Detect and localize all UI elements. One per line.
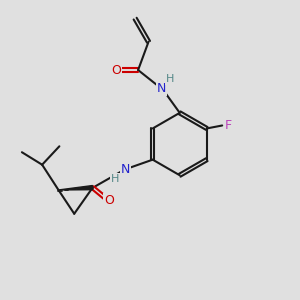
Text: N: N: [121, 163, 130, 176]
Text: F: F: [225, 119, 232, 132]
Text: O: O: [111, 64, 121, 76]
Text: O: O: [104, 194, 114, 207]
Text: N: N: [157, 82, 166, 95]
Text: H: H: [111, 174, 119, 184]
Polygon shape: [58, 185, 93, 190]
Text: H: H: [166, 74, 174, 84]
